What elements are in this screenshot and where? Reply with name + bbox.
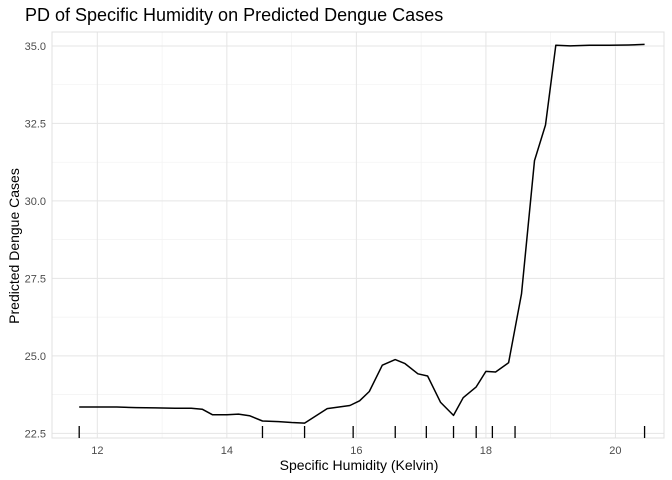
rug-marks: [78, 426, 646, 438]
x-tick-label: 14: [221, 445, 233, 457]
x-tick-label: 16: [350, 445, 362, 457]
plot-panel: [51, 31, 665, 439]
x-tick-label: 20: [609, 445, 621, 457]
y-tick-label: 30.0: [25, 196, 46, 208]
grid-minor: [52, 32, 664, 438]
x-tick-label: 18: [480, 445, 492, 457]
y-tick-labels: 22.5 25.0 27.5 30.0 32.5 35.0: [25, 41, 46, 440]
y-tick-label: 25.0: [25, 351, 46, 363]
y-tick-label: 27.5: [25, 273, 46, 285]
pd-line: [79, 43, 645, 424]
grid-major: [52, 32, 664, 438]
y-tick-label: 35.0: [25, 41, 46, 53]
chart-title: PD of Specific Humidity on Predicted Den…: [25, 5, 443, 25]
x-axis-title: Specific Humidity (Kelvin): [280, 457, 439, 473]
y-tick-label: 32.5: [25, 118, 46, 130]
y-tick-label: 22.5: [25, 428, 46, 440]
y-axis-title: Predicted Dengue Cases: [6, 168, 22, 324]
x-tick-labels: 12 14 16 18 20: [91, 445, 621, 457]
x-tick-label: 12: [91, 445, 103, 457]
